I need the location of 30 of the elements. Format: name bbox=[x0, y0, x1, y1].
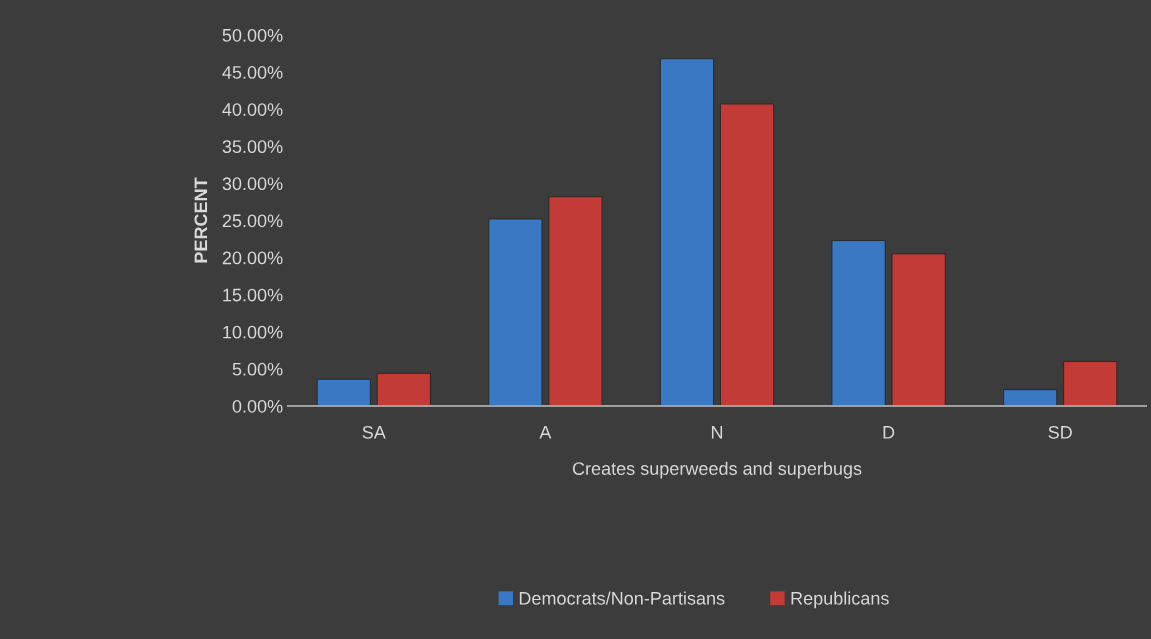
y-tick-label: 45.00% bbox=[222, 66, 283, 79]
bar bbox=[891, 253, 946, 406]
bar bbox=[548, 196, 603, 406]
bar bbox=[376, 372, 431, 406]
legend-label: Republicans bbox=[791, 591, 889, 609]
bar bbox=[488, 218, 543, 406]
y-tick-label: 15.00% bbox=[223, 288, 283, 302]
legend-label: Democrats/Non-Partisans bbox=[519, 591, 725, 605]
y-tick-label: 0.00% bbox=[232, 399, 283, 413]
y-tick-label: 35.00% bbox=[222, 140, 283, 154]
x-axis-title: Creates superweeds and superbugs bbox=[572, 461, 862, 479]
bar bbox=[1063, 361, 1118, 406]
y-tick-label: 10.00% bbox=[223, 325, 283, 339]
y-tick-label: 40.00% bbox=[222, 103, 283, 116]
bar bbox=[720, 103, 775, 406]
bar bbox=[1003, 389, 1058, 406]
x-tick-label: SA bbox=[362, 425, 386, 439]
x-tick-label: N bbox=[711, 426, 723, 439]
bar bbox=[659, 58, 714, 406]
bar bbox=[316, 378, 371, 406]
y-axis-title: PERCENT bbox=[194, 177, 208, 263]
x-tick-label: A bbox=[539, 426, 552, 439]
y-tick-label: 25.00% bbox=[222, 214, 283, 228]
y-tick-label: 20.00% bbox=[222, 251, 283, 265]
y-tick-label: 5.00% bbox=[232, 362, 283, 376]
x-tick-label: D bbox=[883, 426, 895, 439]
y-tick-label: 30.00% bbox=[222, 177, 283, 191]
x-tick-label: SD bbox=[1048, 425, 1072, 439]
y-tick-label: 50.00% bbox=[222, 28, 283, 42]
bar bbox=[831, 240, 886, 406]
